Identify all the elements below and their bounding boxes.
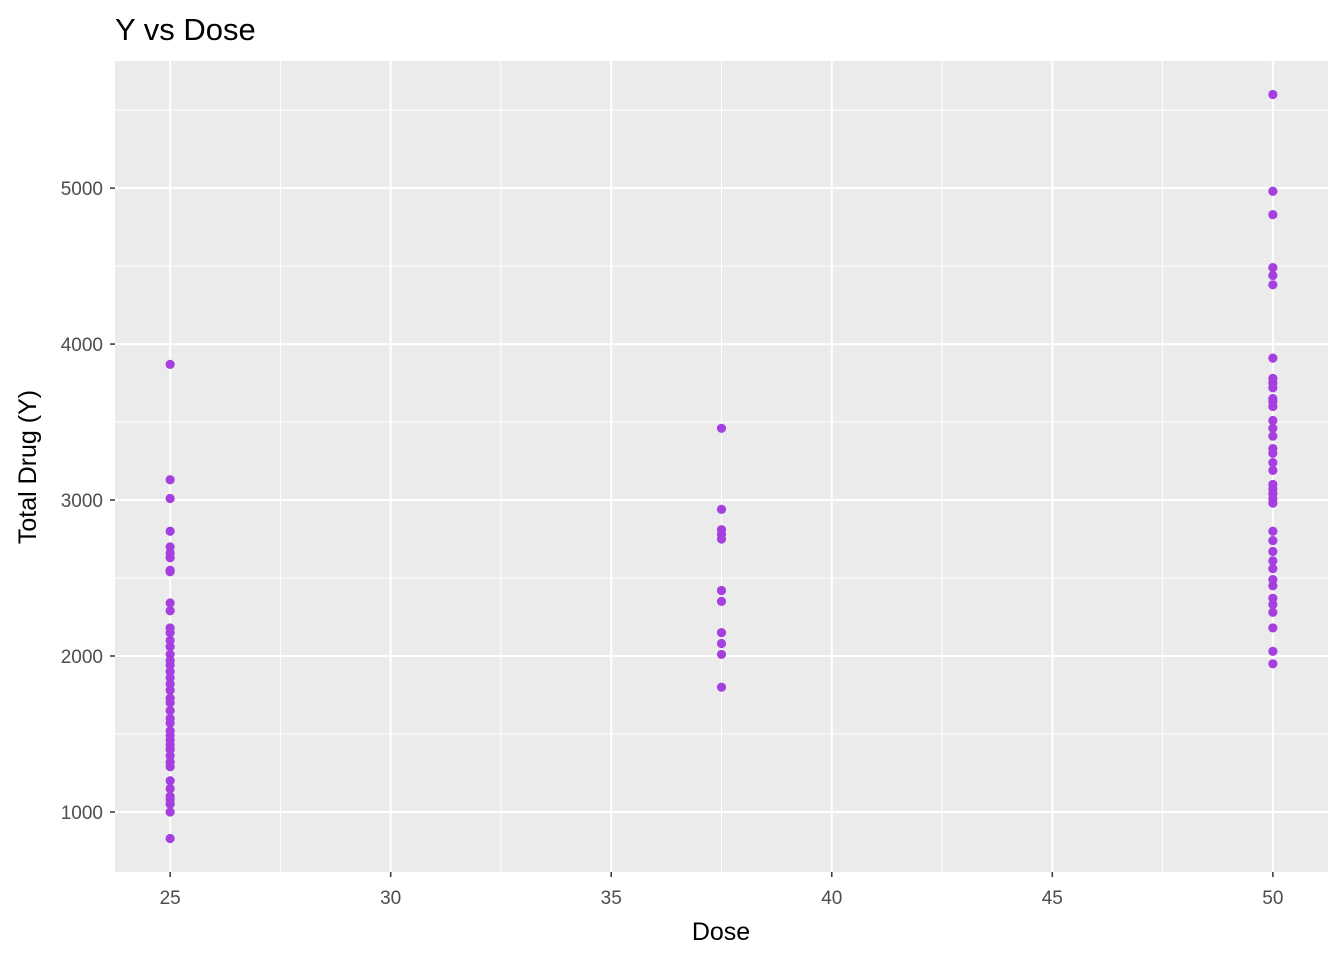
data-point — [1268, 526, 1278, 536]
x-axis: 25 30 35 40 45 50 — [160, 872, 1283, 909]
data-point — [165, 526, 175, 536]
data-point — [165, 807, 175, 817]
data-point — [1268, 186, 1278, 196]
y-axis-title: Total Drug (Y) — [14, 390, 42, 544]
data-point — [1268, 646, 1278, 656]
data-point — [165, 783, 175, 794]
data-point — [1268, 607, 1278, 617]
data-point — [1268, 593, 1278, 603]
minor-gridlines — [115, 61, 1328, 872]
data-point — [1268, 210, 1278, 220]
data-point — [716, 649, 727, 660]
data-point — [716, 596, 727, 607]
data-point — [165, 565, 175, 575]
data-point — [1268, 458, 1278, 468]
data-point — [1268, 574, 1278, 585]
data-point — [1268, 415, 1278, 426]
data-point — [165, 693, 175, 703]
data-point — [165, 606, 175, 616]
data-point — [1268, 263, 1278, 273]
data-point — [1268, 353, 1278, 363]
x-tick-label: 35 — [601, 888, 622, 909]
data-point — [1268, 546, 1278, 557]
data-point — [165, 713, 175, 723]
x-tick-label: 30 — [380, 888, 401, 909]
y-tick-label: 1000 — [61, 803, 103, 824]
data-point — [165, 493, 175, 504]
y-tick-label: 3000 — [61, 491, 103, 512]
data-point — [1268, 564, 1278, 574]
data-point — [1268, 623, 1278, 633]
x-tick-label: 40 — [821, 888, 842, 909]
x-tick-label: 25 — [160, 888, 181, 909]
data-point — [165, 833, 175, 844]
data-point — [165, 705, 175, 716]
data-point — [716, 525, 727, 535]
data-point — [1268, 556, 1278, 566]
data-point — [1268, 479, 1278, 490]
data-point — [1268, 394, 1278, 404]
data-point — [165, 623, 175, 633]
data-point — [1268, 373, 1278, 383]
data-point — [716, 585, 727, 596]
data-point — [1268, 465, 1278, 475]
data-point — [1268, 535, 1278, 546]
data-point — [1268, 423, 1278, 433]
data-point — [1268, 659, 1278, 669]
data-point — [1268, 280, 1278, 290]
x-tick-label: 45 — [1042, 888, 1063, 909]
data-point — [716, 627, 727, 638]
data-point — [165, 791, 175, 801]
y-axis: 1000 2000 3000 4000 5000 — [61, 179, 115, 824]
x-tick-label: 50 — [1262, 888, 1283, 909]
data-point — [165, 776, 175, 786]
data-point — [716, 638, 727, 649]
y-tick-label: 5000 — [61, 179, 103, 200]
data-point — [1268, 270, 1278, 281]
x-axis-title: Dose — [692, 918, 750, 946]
data-point — [1268, 443, 1278, 454]
data-point — [1268, 431, 1278, 441]
data-point — [165, 649, 175, 660]
data-point — [1268, 89, 1278, 100]
data-point — [165, 726, 175, 736]
data-point — [716, 504, 727, 514]
data-point — [165, 475, 175, 485]
chart-title: Y vs Dose — [115, 12, 256, 47]
data-point — [165, 598, 175, 608]
data-point — [165, 635, 175, 645]
y-tick-label: 4000 — [61, 335, 103, 356]
data-point — [716, 682, 727, 692]
y-tick-label: 2000 — [61, 647, 103, 668]
data-point — [165, 359, 175, 369]
data-points — [165, 89, 1278, 844]
data-point — [165, 542, 175, 552]
data-point — [716, 423, 727, 433]
